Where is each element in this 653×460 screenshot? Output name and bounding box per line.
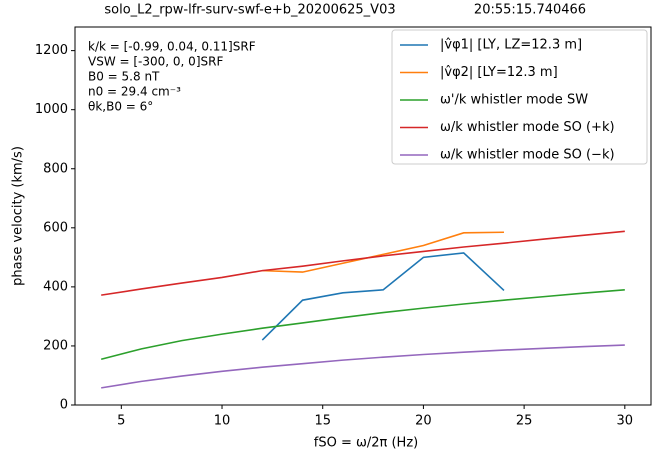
y-tick-label: 0: [60, 398, 68, 413]
annotation: k/k = [-0.99, 0.04, 0.11]SRF: [88, 40, 256, 54]
legend-label: |v̂φ2| [LY=12.3 m]: [440, 65, 558, 80]
plot-frame: [74, 26, 652, 406]
series-line: [101, 230, 625, 296]
x-tick-label: 20: [415, 414, 432, 429]
y-tick-label: 400: [43, 279, 68, 294]
x-tick-label: 30: [617, 414, 634, 429]
legend-label: ω'/k whistler mode SW: [440, 93, 588, 108]
x-tick-label: 25: [516, 414, 533, 429]
y-tick-label: 200: [43, 338, 68, 353]
legend-label: ω/k whistler mode SO (+k): [440, 120, 615, 135]
series-line: [101, 344, 625, 389]
chart-title-time: 20:55:15.740466: [474, 3, 586, 18]
legend-label: ω/k whistler mode SO (−k): [440, 148, 615, 163]
series-line: [100, 289, 625, 361]
y-tick-label: 1200: [35, 43, 68, 58]
x-tick-label: 10: [214, 414, 231, 429]
x-tick-label: 15: [314, 414, 331, 429]
y-tick-label: 600: [43, 220, 68, 235]
annotation: B0 = 5.8 nT: [88, 70, 160, 84]
y-tick-label: 800: [43, 161, 68, 176]
annotation: VSW = [-300, 0, 0]SRF: [88, 55, 223, 69]
x-tick-label: 5: [117, 414, 125, 429]
series-line: [262, 231, 504, 273]
annotation: n0 = 29.4 cm⁻³: [88, 85, 181, 99]
annotation: θk,B0 = 6°: [88, 100, 153, 114]
y-axis-label: phase velocity (km/s): [11, 146, 26, 286]
y-tick-label: 1000: [35, 102, 68, 117]
legend-box: [391, 29, 648, 165]
series-line: [261, 252, 505, 341]
legend-label: |v̂φ1| [LY, LZ=12.3 m]: [440, 38, 582, 53]
chart-title: solo_L2_rpw-lfr-surv-swf-e+b_20200625_V0…: [104, 3, 395, 18]
x-axis-label: fSO = ω/2π (Hz): [314, 436, 418, 451]
